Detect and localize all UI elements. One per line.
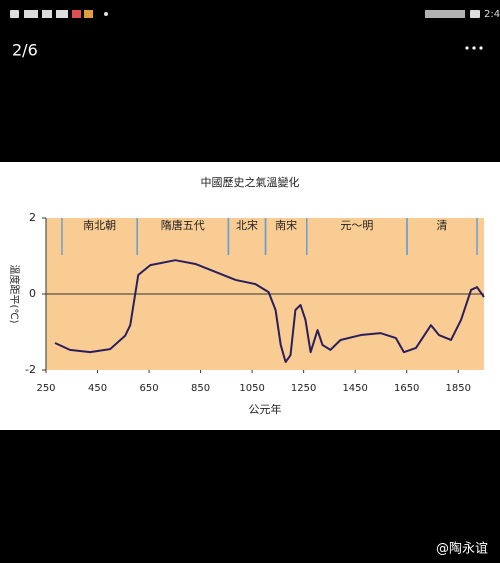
- x-tick-label: 450: [88, 383, 107, 394]
- chart: 中國歷史之氣溫變化 -2 0 2 250 450 650 850 1050 1250 1450 165…: [8, 175, 485, 416]
- period-label: 南北朝: [83, 219, 116, 232]
- status-icons: [10, 10, 480, 18]
- x-tick-label: 1850: [446, 383, 471, 394]
- period-label: 北宋: [236, 218, 258, 232]
- more-button[interactable]: [465, 46, 483, 50]
- y-tick-label: 0: [29, 287, 36, 300]
- x-tick-label: 1650: [394, 383, 419, 394]
- page-counter: 2/6: [12, 41, 38, 60]
- period-label: 南宋: [275, 218, 297, 232]
- x-axis-label: 公元年: [249, 402, 282, 416]
- status-time: 2:41: [484, 9, 500, 20]
- y-tick-label: -2: [25, 363, 36, 376]
- y-axis-label: 溫度距平(℃): [8, 264, 21, 323]
- y-tick-label: 2: [29, 211, 36, 224]
- x-tick-label: 850: [191, 383, 210, 394]
- x-tick-label: 1250: [291, 383, 316, 394]
- period-label: 清: [437, 219, 448, 232]
- x-tick-label: 1050: [239, 383, 264, 394]
- x-tick-label: 250: [36, 383, 55, 394]
- period-label: 元～明: [340, 219, 373, 232]
- x-tick-label: 650: [140, 383, 159, 394]
- x-tick-label: 1450: [342, 383, 367, 394]
- period-label: 隋唐五代: [161, 218, 205, 232]
- chart-title: 中國歷史之氣溫變化: [201, 175, 300, 189]
- temperature-line: [54, 259, 485, 364]
- watermark: @陶永谊: [436, 541, 488, 557]
